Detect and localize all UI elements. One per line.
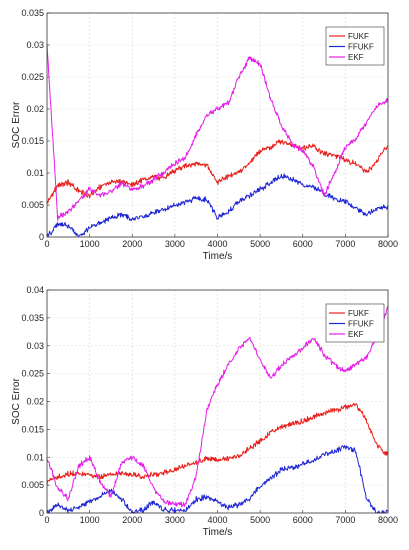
chart-0-ytick-0: 0 [39, 232, 44, 242]
chart-1-xtick-8: 8000 [378, 515, 398, 525]
chart-1-xtick-4: 4000 [207, 515, 227, 525]
chart-0-legend-label-ffukf: FFUKF [348, 43, 374, 52]
chart-1-ytick-7: 0.035 [21, 313, 44, 323]
chart-0-ytick-4: 0.02 [26, 104, 44, 114]
chart-1-xlabel: Time/s [203, 527, 233, 538]
chart-1-xtick-1: 1000 [80, 515, 100, 525]
chart-1-ytick-6: 0.03 [26, 341, 44, 351]
chart-1-ytick-1: 0.005 [21, 480, 44, 490]
chart-0-xtick-4: 4000 [207, 239, 227, 249]
chart-1-series-fukf-line [46, 402, 389, 485]
chart-1-legend-label-fukf: FUKF [348, 309, 369, 318]
chart-0-xtick-3: 3000 [165, 239, 185, 249]
chart-0-axes-box [46, 12, 389, 238]
chart-1-ytick-2: 0.01 [26, 452, 44, 462]
chart-1-xtick-6: 6000 [293, 515, 313, 525]
chart-1-xtick-7: 7000 [335, 515, 355, 525]
chart-0-xtick-7: 7000 [335, 239, 355, 249]
chart-0-ytick-3: 0.015 [21, 136, 44, 146]
bottom-soc-error-chart: 0 1000 2000 3000 4000 5000 6000 7000 8000 0 0.005 0… [11, 285, 398, 538]
chart-0-ytick-6: 0.03 [26, 40, 44, 50]
chart-0-xtick-0: 0 [44, 239, 49, 249]
chart-0-series-fukf-line [46, 139, 389, 204]
chart-0-ytick-1: 0.005 [21, 200, 44, 210]
chart-1-ytick-4: 0.02 [26, 397, 44, 407]
chart-1-ytick-3: 0.015 [21, 424, 44, 434]
chart-0-xtick-6: 6000 [293, 239, 313, 249]
chart-0-legend-label-fukf: FUKF [348, 32, 369, 41]
chart-0-series-ffukf-line [46, 173, 389, 238]
chart-1-ytick-5: 0.025 [21, 369, 44, 379]
chart-1-xtick-2: 2000 [122, 515, 142, 525]
chart-0-xtick-5: 5000 [250, 239, 270, 249]
chart-0-xtick-1: 1000 [80, 239, 100, 249]
chart-1-ylabel: SOC Error [11, 377, 22, 424]
chart-1-series-ffukf-line [46, 445, 389, 514]
chart-1-series-ekf-line [46, 305, 389, 508]
chart-0-ytick-7: 0.035 [21, 8, 44, 18]
chart-1-ytick-0: 0 [39, 508, 44, 518]
chart-1-xtick-5: 5000 [250, 515, 270, 525]
chart-0-ytick-2: 0.01 [26, 168, 44, 178]
chart-0-legend-label-ekf: EKF [348, 53, 364, 62]
chart-1-legend-label-ekf: EKF [348, 330, 364, 339]
chart-0-series-ekf-line [46, 44, 389, 221]
chart-1-xtick-0: 0 [44, 515, 49, 525]
chart-0-ylabel: SOC Error [11, 101, 22, 148]
chart-0-xlabel: Time/s [203, 251, 233, 262]
top-soc-error-chart: 0 1000 2000 3000 4000 5000 6000 7000 8000 0 0.005 0… [11, 8, 398, 262]
chart-0-ytick-5: 0.025 [21, 72, 44, 82]
chart-0-xtick-8: 8000 [378, 239, 398, 249]
chart-1-xtick-3: 3000 [165, 515, 185, 525]
chart-0-xtick-2: 2000 [122, 239, 142, 249]
chart-1-axes-box [46, 289, 389, 514]
chart-1-ytick-8: 0.04 [26, 285, 44, 295]
chart-1-legend-label-ffukf: FFUKF [348, 320, 374, 329]
